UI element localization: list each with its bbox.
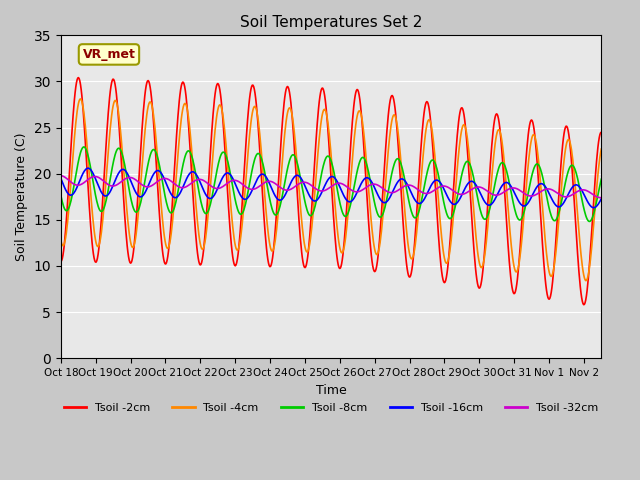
X-axis label: Time: Time bbox=[316, 384, 346, 396]
Tsoil -32cm bbox=[57, 173, 65, 179]
Tsoil -4cm bbox=[91, 232, 99, 238]
Tsoil -8cm bbox=[91, 188, 99, 194]
Tsoil -16cm bbox=[84, 165, 92, 171]
Tsoil -4cm bbox=[468, 178, 476, 184]
Line: Tsoil -8cm: Tsoil -8cm bbox=[61, 147, 601, 221]
Tsoil -2cm bbox=[597, 129, 605, 135]
Text: VR_met: VR_met bbox=[83, 48, 136, 61]
Tsoil -16cm bbox=[468, 179, 476, 184]
Tsoil -8cm bbox=[80, 144, 88, 150]
Tsoil -2cm bbox=[75, 75, 83, 81]
Legend: Tsoil -2cm, Tsoil -4cm, Tsoil -8cm, Tsoil -16cm, Tsoil -32cm: Tsoil -2cm, Tsoil -4cm, Tsoil -8cm, Tsoi… bbox=[60, 398, 603, 417]
Tsoil -2cm bbox=[91, 258, 99, 264]
Line: Tsoil -16cm: Tsoil -16cm bbox=[61, 168, 601, 208]
Tsoil -8cm bbox=[386, 181, 394, 187]
Tsoil -32cm bbox=[596, 195, 604, 201]
Tsoil -32cm bbox=[522, 192, 530, 198]
Tsoil -2cm bbox=[402, 254, 410, 260]
Title: Soil Temperatures Set 2: Soil Temperatures Set 2 bbox=[240, 15, 422, 30]
Tsoil -16cm bbox=[57, 176, 65, 181]
Tsoil -2cm bbox=[57, 259, 65, 264]
Tsoil -2cm bbox=[523, 146, 531, 152]
Tsoil -16cm bbox=[91, 174, 99, 180]
Tsoil -16cm bbox=[402, 179, 410, 185]
Tsoil -4cm bbox=[372, 249, 380, 255]
Tsoil -8cm bbox=[372, 204, 380, 209]
Tsoil -2cm bbox=[386, 101, 394, 107]
Tsoil -8cm bbox=[523, 197, 531, 203]
Tsoil -4cm bbox=[57, 238, 65, 243]
Y-axis label: Soil Temperature (C): Soil Temperature (C) bbox=[15, 132, 28, 261]
Tsoil -8cm bbox=[586, 218, 594, 224]
Tsoil -16cm bbox=[386, 195, 394, 201]
Tsoil -32cm bbox=[597, 195, 605, 201]
Tsoil -4cm bbox=[386, 134, 394, 140]
Tsoil -4cm bbox=[77, 96, 84, 102]
Tsoil -32cm bbox=[401, 183, 409, 189]
Tsoil -16cm bbox=[597, 196, 605, 202]
Line: Tsoil -2cm: Tsoil -2cm bbox=[61, 78, 601, 305]
Tsoil -16cm bbox=[590, 205, 598, 211]
Tsoil -32cm bbox=[467, 187, 475, 193]
Tsoil -4cm bbox=[523, 177, 531, 182]
Tsoil -4cm bbox=[597, 146, 605, 152]
Tsoil -4cm bbox=[582, 278, 589, 284]
Tsoil -16cm bbox=[372, 187, 380, 192]
Tsoil -2cm bbox=[372, 268, 380, 274]
Line: Tsoil -32cm: Tsoil -32cm bbox=[61, 176, 601, 198]
Tsoil -8cm bbox=[402, 182, 410, 188]
Tsoil -16cm bbox=[523, 202, 531, 207]
Tsoil -32cm bbox=[90, 174, 98, 180]
Tsoil -8cm bbox=[468, 166, 476, 171]
Tsoil -2cm bbox=[580, 302, 588, 308]
Tsoil -8cm bbox=[57, 193, 65, 199]
Tsoil -32cm bbox=[371, 181, 378, 187]
Tsoil -32cm bbox=[385, 189, 393, 195]
Tsoil -8cm bbox=[597, 176, 605, 182]
Tsoil -4cm bbox=[402, 220, 410, 226]
Line: Tsoil -4cm: Tsoil -4cm bbox=[61, 99, 601, 281]
Tsoil -2cm bbox=[468, 209, 476, 215]
